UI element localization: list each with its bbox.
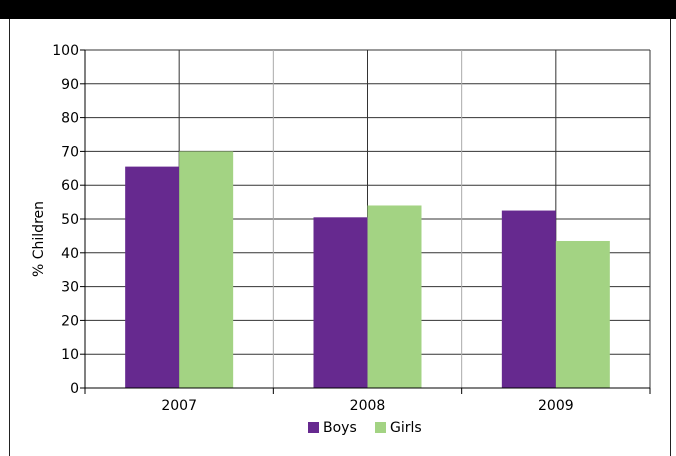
x-tick-label: 2007	[161, 398, 197, 414]
y-tick-label: 60	[61, 178, 79, 194]
y-tick-label: 40	[61, 246, 79, 262]
frame-left-border	[9, 19, 10, 456]
bar-girls-2008	[367, 205, 422, 388]
y-tick-label: 90	[61, 77, 79, 93]
y-tick-label: 80	[61, 111, 79, 127]
x-tick-label: 2008	[350, 398, 386, 414]
bar-boys-2009	[501, 210, 556, 388]
bar-girls-2009	[555, 240, 610, 388]
legend: Boys Girls	[308, 420, 422, 436]
bars	[125, 151, 610, 388]
x-tick-labels: 2007 2008 2009	[161, 398, 573, 414]
y-axis-title: % Children	[31, 201, 47, 277]
axes	[80, 49, 651, 394]
bar-girls-2007	[179, 151, 234, 388]
legend-swatch-girls	[375, 422, 386, 433]
legend-label-boys: Boys	[323, 420, 357, 436]
legend-label-girls: Girls	[390, 420, 422, 436]
y-tick-labels: 0 10 20 30 40 50 60 70 80 90 100	[52, 43, 79, 397]
legend-swatch-boys	[308, 422, 319, 433]
x-tick-label: 2009	[538, 398, 574, 414]
y-tick-label: 50	[61, 212, 79, 228]
y-tick-label: 100	[52, 43, 79, 59]
y-tick-label: 0	[70, 381, 79, 397]
y-tick-label: 70	[61, 144, 79, 160]
top-bar	[0, 0, 676, 19]
y-tick-label: 30	[61, 280, 79, 296]
bar-boys-2007	[125, 166, 180, 388]
frame-right-border	[670, 19, 671, 456]
y-tick-label: 20	[61, 313, 79, 329]
y-tick-label: 10	[61, 347, 79, 363]
bar-boys-2008	[313, 217, 368, 388]
